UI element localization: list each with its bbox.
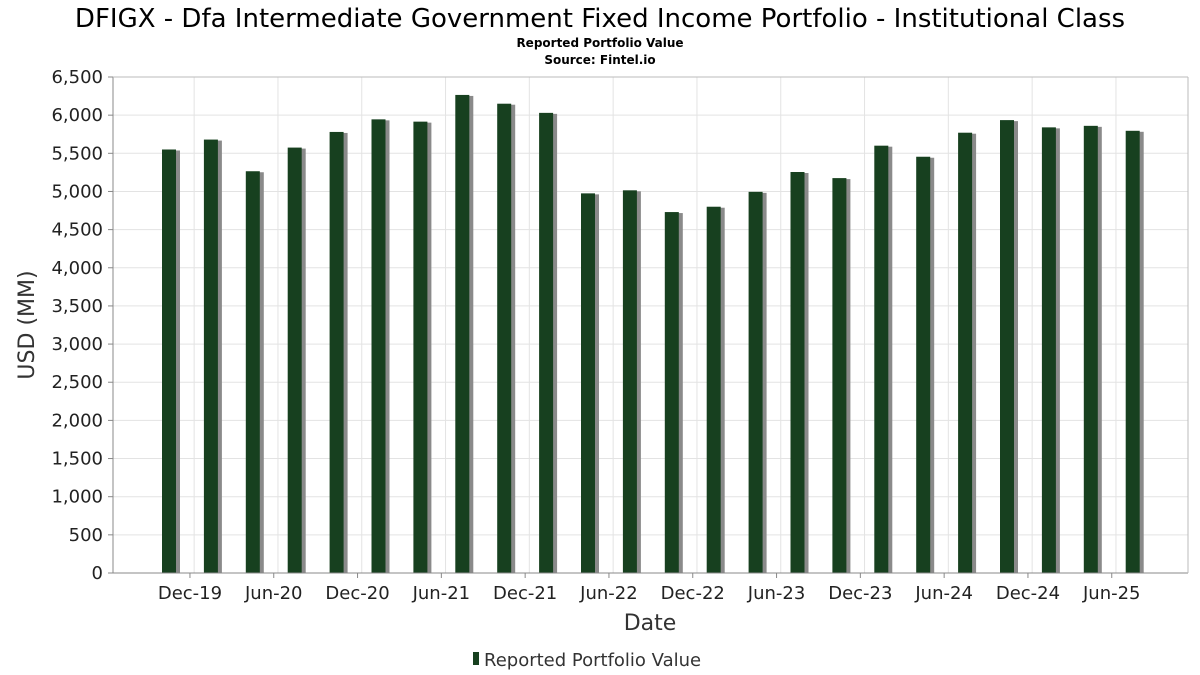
x-tick-label: Dec-19 [158, 583, 222, 604]
y-tick-label: 3,500 [51, 296, 103, 317]
y-tick-label: 6,000 [51, 105, 103, 126]
x-tick-label: Jun-24 [914, 583, 973, 604]
y-tick-label: 2,000 [51, 410, 103, 431]
x-tick-label: Jun-22 [579, 583, 638, 604]
x-tick-label: Dec-21 [493, 583, 557, 604]
x-tick-label: Dec-22 [661, 583, 725, 604]
bar [581, 193, 595, 573]
bar [371, 119, 386, 573]
bar [203, 139, 218, 573]
x-tick-label: Dec-23 [828, 583, 892, 604]
bar [748, 191, 763, 573]
chart-source: Source: Fintel.io [544, 53, 655, 67]
y-tick-label: 5,000 [51, 181, 103, 202]
y-tick-label: 4,500 [51, 220, 103, 241]
bar [287, 147, 302, 574]
bar [329, 131, 344, 574]
chart-subtitle: Reported Portfolio Value [516, 36, 683, 50]
bar [455, 94, 470, 573]
x-axis-ticks: Dec-19 Jun-20 Dec-20 Jun-21 Dec-21 Jun-22 Dec-… [158, 573, 1141, 604]
chart-title: DFIGX - Dfa Intermediate Government Fixe… [75, 4, 1125, 34]
bar [832, 178, 847, 573]
legend-label: Reported Portfolio Value [484, 650, 701, 671]
bar [622, 190, 637, 573]
legend: Reported Portfolio Value [473, 650, 701, 671]
bar [245, 171, 260, 574]
bar [664, 212, 679, 573]
bar [1083, 125, 1098, 574]
bar [706, 206, 721, 573]
y-tick-label: 500 [69, 525, 103, 546]
x-tick-label: Jun-21 [412, 583, 471, 604]
bar [413, 121, 428, 573]
x-tick-label: Dec-24 [996, 583, 1060, 604]
y-tick-label: 3,000 [51, 334, 103, 355]
legend-swatch [473, 652, 479, 665]
bars [162, 94, 1144, 574]
bar [874, 145, 889, 573]
y-tick-label: 1,000 [51, 487, 103, 508]
bar [497, 103, 512, 573]
x-tick-label: Jun-20 [244, 583, 303, 604]
y-axis-ticks: 0 500 1,000 1,500 2,000 2,500 3,000 3,500 4,000 4… [51, 67, 113, 584]
x-tick-label: Jun-25 [1082, 583, 1141, 604]
plot-area [113, 77, 1188, 573]
x-tick-label: Jun-23 [747, 583, 806, 604]
x-tick-label: Dec-20 [325, 583, 389, 604]
bar [958, 132, 973, 573]
y-tick-label: 4,000 [51, 258, 103, 279]
y-tick-label: 2,500 [51, 372, 103, 393]
x-axis-title: Date [624, 611, 677, 636]
bar [916, 156, 931, 574]
y-tick-label: 6,500 [51, 67, 103, 88]
bar [1000, 120, 1014, 574]
grid [113, 76, 1188, 574]
bar [790, 172, 805, 573]
bar [1125, 130, 1140, 573]
bar [162, 149, 176, 573]
bar [539, 112, 554, 573]
y-tick-label: 0 [92, 563, 103, 584]
bar [1041, 127, 1056, 574]
y-axis-title: USD (MM) [15, 270, 40, 379]
y-tick-label: 5,500 [51, 143, 103, 164]
y-tick-label: 1,500 [51, 449, 103, 470]
axes [112, 76, 1189, 574]
